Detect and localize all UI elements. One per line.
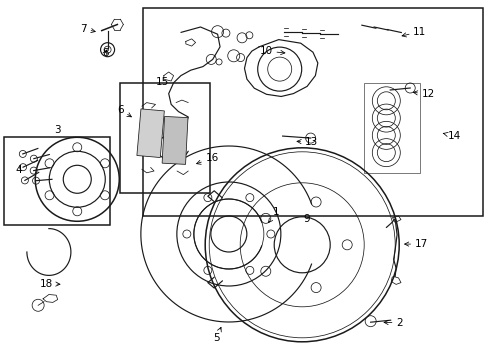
Text: 4: 4: [15, 165, 22, 175]
Text: 18: 18: [40, 279, 60, 289]
Bar: [120, 83, 210, 193]
Bar: [4, 137, 110, 225]
Text: 7: 7: [80, 24, 95, 34]
Bar: [137, 109, 164, 158]
Text: 2: 2: [383, 318, 402, 328]
Text: 11: 11: [401, 27, 426, 37]
Text: 15: 15: [155, 77, 169, 87]
Text: 12: 12: [412, 89, 434, 99]
Text: 17: 17: [404, 239, 427, 249]
Text: 9: 9: [303, 214, 310, 224]
Bar: [142, 8, 482, 216]
Bar: [364, 83, 419, 173]
Text: 16: 16: [196, 153, 218, 164]
Text: 1: 1: [268, 207, 279, 222]
Bar: [162, 116, 187, 165]
Text: 14: 14: [442, 131, 460, 141]
Text: 8: 8: [102, 48, 108, 58]
Text: 5: 5: [212, 327, 221, 343]
Text: 10: 10: [259, 46, 285, 56]
Text: 3: 3: [54, 125, 61, 135]
Text: 6: 6: [117, 105, 131, 117]
Text: 13: 13: [296, 137, 317, 147]
